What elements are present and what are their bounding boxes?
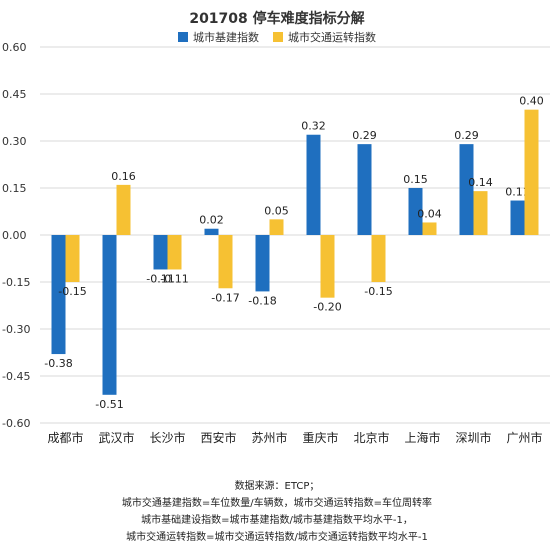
data-label: -0.15 — [58, 285, 86, 298]
bar-infrastructure — [357, 144, 372, 235]
bar-infrastructure — [51, 235, 66, 355]
data-label: -0.11 — [160, 272, 188, 285]
legend-label-traffic: 城市交通运转指数 — [288, 31, 376, 44]
legend-label-infrastructure: 城市基建指数 — [193, 31, 259, 44]
data-label: 0.11 — [505, 186, 530, 199]
data-label: 0.15 — [403, 173, 428, 186]
bar-traffic — [371, 235, 386, 282]
y-tick-label: -0.30 — [2, 323, 30, 336]
legend-swatch-traffic — [273, 32, 283, 42]
bar-traffic — [320, 235, 335, 298]
x-tick-label: 广州市 — [506, 430, 542, 445]
y-tick-label: 0.45 — [2, 88, 27, 101]
bar-infrastructure — [306, 134, 321, 235]
footnote-definition-1: 城市交通基建指数=车位数量/车辆数，城市交通运转指数=车位周转率 — [121, 498, 433, 509]
legend-item-infrastructure: 城市基建指数 — [178, 29, 259, 45]
bar-infrastructure — [204, 228, 219, 235]
y-tick-label: 0.15 — [2, 182, 27, 195]
bar-infrastructure — [153, 235, 168, 270]
x-tick-label: 苏州市 — [251, 430, 287, 445]
data-label: 0.02 — [199, 214, 224, 227]
bar-infrastructure — [102, 235, 117, 395]
bar-traffic — [167, 235, 182, 270]
chart-title: 201708 停车难度指标分解 — [189, 11, 365, 27]
data-label: 0.29 — [352, 129, 377, 142]
x-tick-label: 上海市 — [404, 430, 440, 445]
x-tick-label: 成都市 — [47, 430, 83, 445]
x-tick-label: 北京市 — [353, 430, 389, 445]
data-label: -0.17 — [211, 291, 239, 304]
bar-chart: 0.60 0.45 0.30 0.15 0.00 -0.15 -0.30 -0.45 -0.60… — [2, 41, 550, 445]
bar-traffic — [524, 109, 539, 235]
x-tick-label: 深圳市 — [455, 430, 491, 445]
data-label: 0.40 — [519, 95, 544, 108]
data-label: 0.04 — [417, 207, 442, 220]
data-label: 0.32 — [301, 120, 326, 133]
data-label: 0.05 — [264, 204, 289, 217]
bar-traffic — [218, 235, 233, 289]
footnotes: 数据来源：ETCP； 城市交通基建指数=车位数量/车辆数，城市交通运转指数=车位… — [0, 478, 554, 546]
footnote-source: 数据来源：ETCP； — [234, 481, 320, 492]
y-tick-label: -0.60 — [2, 417, 30, 430]
y-tick-label: -0.45 — [2, 370, 30, 383]
legend-item-traffic: 城市交通运转指数 — [273, 29, 376, 45]
data-label: -0.51 — [95, 398, 123, 411]
data-label: -0.15 — [364, 285, 392, 298]
bar-traffic — [473, 191, 488, 235]
bar-infrastructure — [459, 144, 474, 235]
y-tick-label: 0.30 — [2, 135, 27, 148]
data-label: -0.38 — [44, 357, 72, 370]
y-tick-label: 0.00 — [2, 229, 27, 242]
x-tick-label: 武汉市 — [98, 430, 134, 445]
bar-traffic — [65, 235, 80, 282]
bar-traffic — [422, 222, 437, 235]
footnote-definition-2: 城市基础建设指数=城市基建指数/城市基建指数平均水平-1， — [141, 515, 413, 526]
legend-swatch-infrastructure — [178, 32, 188, 42]
bar-traffic — [269, 219, 284, 235]
legend: 城市基建指数 城市交通运转指数 — [0, 29, 554, 45]
data-label: 0.14 — [468, 176, 493, 189]
data-label: -0.18 — [248, 294, 276, 307]
footnote-definition-3: 城市交通运转指数=城市交通运转指数/城市交通运转指数平均水平-1 — [126, 532, 428, 543]
x-tick-label: 西安市 — [200, 430, 236, 445]
data-label: -0.11 — [146, 272, 174, 285]
data-label: -0.20 — [313, 301, 341, 314]
bar-infrastructure — [408, 188, 423, 235]
y-tick-label: -0.15 — [2, 276, 30, 289]
bar-traffic — [116, 184, 131, 235]
y-tick-label: 0.60 — [2, 41, 27, 54]
bar-infrastructure — [255, 235, 270, 292]
x-tick-label: 重庆市 — [302, 430, 338, 445]
data-label: 0.16 — [111, 170, 136, 183]
bar-infrastructure — [510, 200, 525, 235]
data-label: 0.29 — [454, 129, 479, 142]
x-tick-label: 长沙市 — [149, 430, 185, 445]
